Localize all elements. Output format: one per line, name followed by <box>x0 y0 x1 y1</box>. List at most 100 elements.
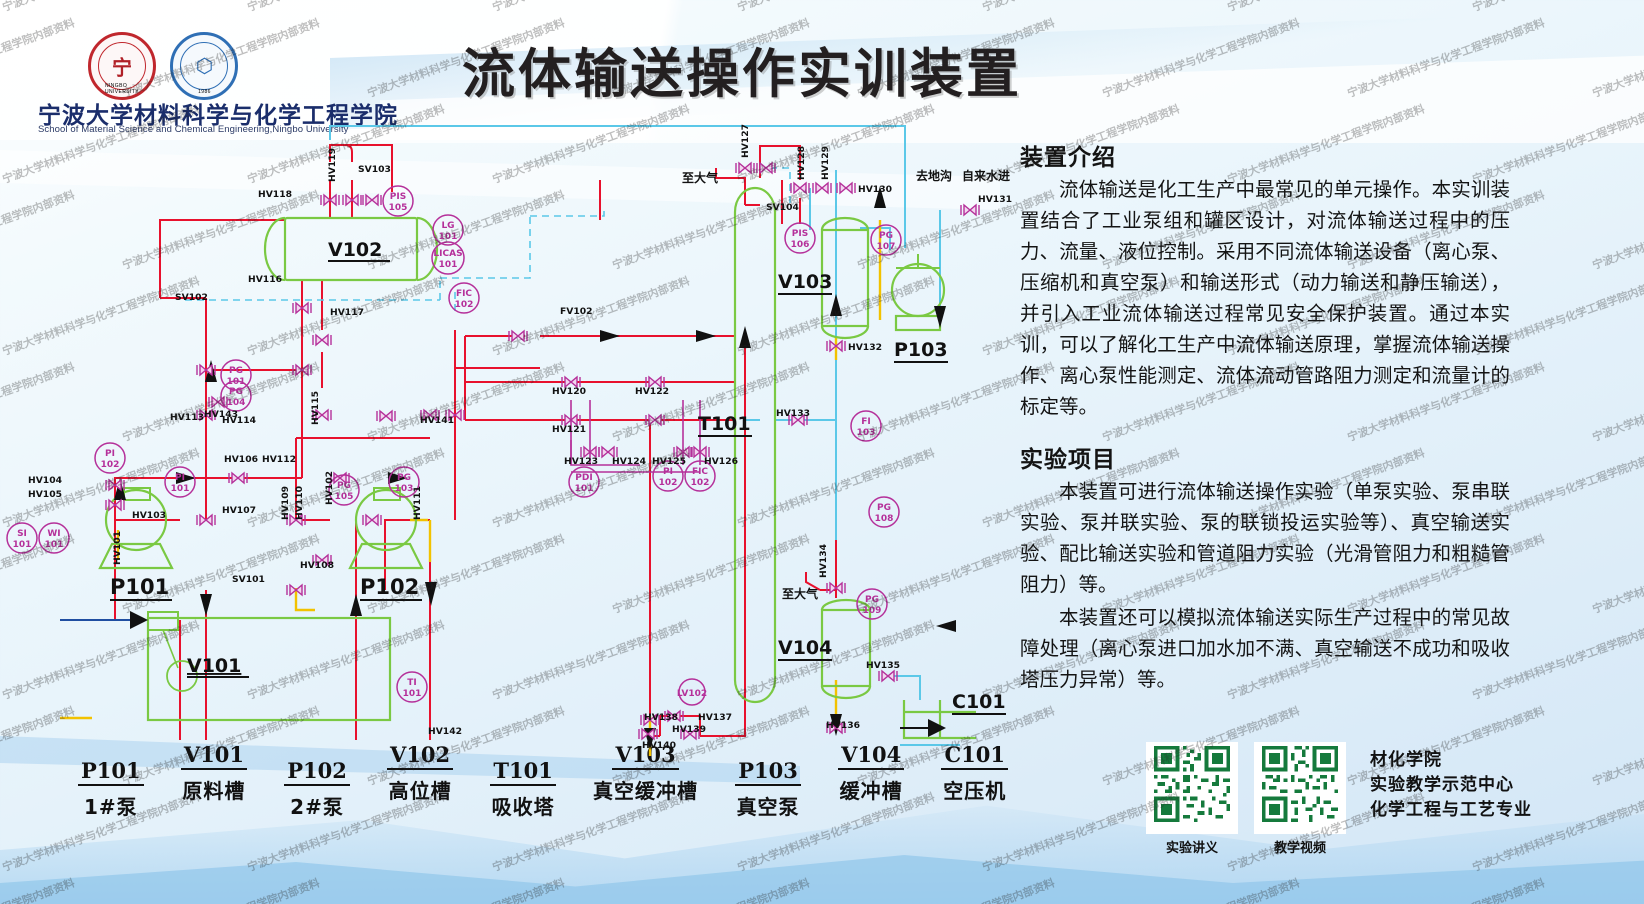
dept-line-1: 材化学院 <box>1370 750 1442 770</box>
watermark-text: 宁波大学材料科学与化学工程学院内部资料 <box>610 875 812 904</box>
legend-name: 空压机 <box>943 779 1007 803</box>
watermark-text: 宁波大学材料科学与化学工程学院内部资料 <box>1590 875 1644 904</box>
svg-text:TI: TI <box>407 678 417 688</box>
legend-name: 2#泵 <box>290 795 344 819</box>
section-title-experiments: 实验项目 <box>1020 447 1116 473</box>
dept-line-2: 实验教学示范中心 <box>1370 775 1514 795</box>
legend-item-v103: V103 真空缓冲槽 <box>593 742 698 804</box>
legend-name: 高位槽 <box>388 779 452 803</box>
watermark-text: 宁波大学材料科学与化学工程学院内部资料 <box>1590 16 1644 101</box>
section-body-experiments-2: 本装置还可以模拟流体输送实际生产过程中的常见故障处理（离心泵进口加水加不满、真空… <box>1020 606 1510 691</box>
legend-tag: P101 <box>78 758 144 786</box>
watermark-text: 宁波大学材料科学与化学工程学院内部资料 <box>245 0 447 15</box>
qr-code-video[interactable] <box>1254 742 1346 834</box>
svg-text:HV131: HV131 <box>978 194 1012 205</box>
svg-text:自来水进: 自来水进 <box>962 168 1010 183</box>
qr-cell-video[interactable]: 教学视频 <box>1254 742 1346 856</box>
svg-text:HV101: HV101 <box>112 531 123 565</box>
svg-text:HV142: HV142 <box>428 726 462 737</box>
svg-text:PG: PG <box>229 387 243 397</box>
logo-left-glyph: 宁 <box>112 57 132 80</box>
svg-text:P101: P101 <box>110 575 169 599</box>
legend-item-p102: P102 2#泵 <box>284 758 350 820</box>
legend-item-p101: P101 1#泵 <box>78 758 144 820</box>
watermark-text: 宁波大学材料科学与化学工程学院内部资料 <box>1345 16 1547 101</box>
watermark-text: 宁波大学材料科学与化学工程学院内部资料 <box>490 0 692 15</box>
pid-diagram: V101 V102 T101 V103 V104 P101 <box>6 124 1012 756</box>
svg-text:PI: PI <box>105 449 115 459</box>
legend-item-p103: P103 真空泵 <box>735 758 801 820</box>
svg-text:HV109: HV109 <box>280 486 291 520</box>
qr-code-handout[interactable] <box>1146 742 1238 834</box>
svg-text:107: 107 <box>877 242 896 252</box>
svg-text:105: 105 <box>389 203 408 213</box>
legend-item-v102: V102 高位槽 <box>387 742 454 804</box>
pid-annotations: 至大气 至大气 去地沟 自来水进 <box>682 168 1010 601</box>
svg-text:101: 101 <box>403 689 422 699</box>
svg-text:PG: PG <box>397 473 411 483</box>
watermark-text: 宁波大学材料科学与化学工程学院内部资料 <box>1225 0 1427 15</box>
legend-item-c101: C101 空压机 <box>941 742 1008 804</box>
svg-text:HV107: HV107 <box>222 505 256 516</box>
svg-text:LV102: LV102 <box>677 689 707 699</box>
svg-text:HV102: HV102 <box>324 471 335 505</box>
dept-line-3: 化学工程与工艺专业 <box>1370 800 1532 820</box>
legend-name: 缓冲槽 <box>839 779 903 803</box>
svg-text:102: 102 <box>455 300 474 310</box>
svg-text:HV132: HV132 <box>848 342 882 353</box>
svg-text:HV111: HV111 <box>412 486 423 520</box>
svg-text:FIC: FIC <box>692 467 708 477</box>
svg-text:PG: PG <box>865 595 879 605</box>
qr-cell-handout[interactable]: 实验讲义 <box>1146 742 1238 856</box>
svg-text:HV103: HV103 <box>132 510 166 521</box>
watermark-text: 宁波大学材料科学与化学工程学院内部资料 <box>735 0 937 15</box>
legend-tag: V103 <box>612 742 679 770</box>
svg-text:101: 101 <box>227 377 246 387</box>
svg-text:101: 101 <box>13 540 32 550</box>
svg-text:102: 102 <box>659 478 678 488</box>
svg-text:C101: C101 <box>952 691 1006 713</box>
watermark-text: 宁波大学材料科学与化学工程学院内部资料 <box>365 875 567 904</box>
svg-text:HV115: HV115 <box>310 391 321 425</box>
svg-text:HV126: HV126 <box>704 456 738 467</box>
svg-text:SV101: SV101 <box>232 574 265 585</box>
svg-text:SI: SI <box>17 529 27 539</box>
svg-text:FIC: FIC <box>456 289 472 299</box>
svg-text:PG: PG <box>879 231 893 241</box>
section-title-intro: 装置介绍 <box>1020 145 1116 171</box>
equipment-T101: T101 <box>698 186 777 704</box>
legend-tag: V102 <box>387 742 454 770</box>
svg-text:101: 101 <box>45 540 64 550</box>
svg-text:PI: PI <box>663 467 673 477</box>
svg-text:PG: PG <box>337 481 351 491</box>
svg-text:HV120: HV120 <box>552 386 586 397</box>
svg-text:至大气: 至大气 <box>682 170 718 185</box>
svg-text:PI: PI <box>175 473 185 483</box>
svg-text:HV114: HV114 <box>222 415 256 426</box>
svg-text:103: 103 <box>395 484 414 494</box>
svg-text:P103: P103 <box>894 339 948 361</box>
legend-name: 吸收塔 <box>491 795 555 819</box>
svg-text:SV102: SV102 <box>175 292 208 303</box>
svg-text:FI: FI <box>861 417 871 427</box>
watermark-text: 宁波大学材料科学与化学工程学院内部资料 <box>1100 16 1302 101</box>
legend-item-v101: V101 原料槽 <box>180 742 247 804</box>
svg-text:101: 101 <box>171 484 190 494</box>
legend-name: 1#泵 <box>83 795 138 819</box>
valve-symbols <box>105 162 980 740</box>
legend-item-v104: V104 缓冲槽 <box>838 742 905 804</box>
section-body-experiments-1: 本装置可进行流体输送操作实验（单泵实验、泵串联实验、泵并联实验、泵的联锁投运实验… <box>1020 480 1510 596</box>
svg-text:HV104: HV104 <box>28 475 62 486</box>
watermark-text: 宁波大学材料科学与化学工程学院内部资料 <box>1590 532 1644 617</box>
svg-text:HV134: HV134 <box>818 544 829 578</box>
svg-text:PDI: PDI <box>575 473 592 483</box>
section-body-intro: 流体输送是化工生产中最常见的单元操作。本实训装置结合了工业泵组和罐区设计，对流体… <box>1020 178 1510 418</box>
svg-text:HV117: HV117 <box>330 307 364 318</box>
equipment-P101: P101 <box>98 487 174 601</box>
watermark-text: 宁波大学材料科学与化学工程学院内部资料 <box>855 875 1057 904</box>
svg-text:PG: PG <box>229 366 243 376</box>
svg-text:HV137: HV137 <box>698 712 732 723</box>
svg-text:HV105: HV105 <box>28 489 62 500</box>
svg-text:HV140: HV140 <box>642 740 676 751</box>
